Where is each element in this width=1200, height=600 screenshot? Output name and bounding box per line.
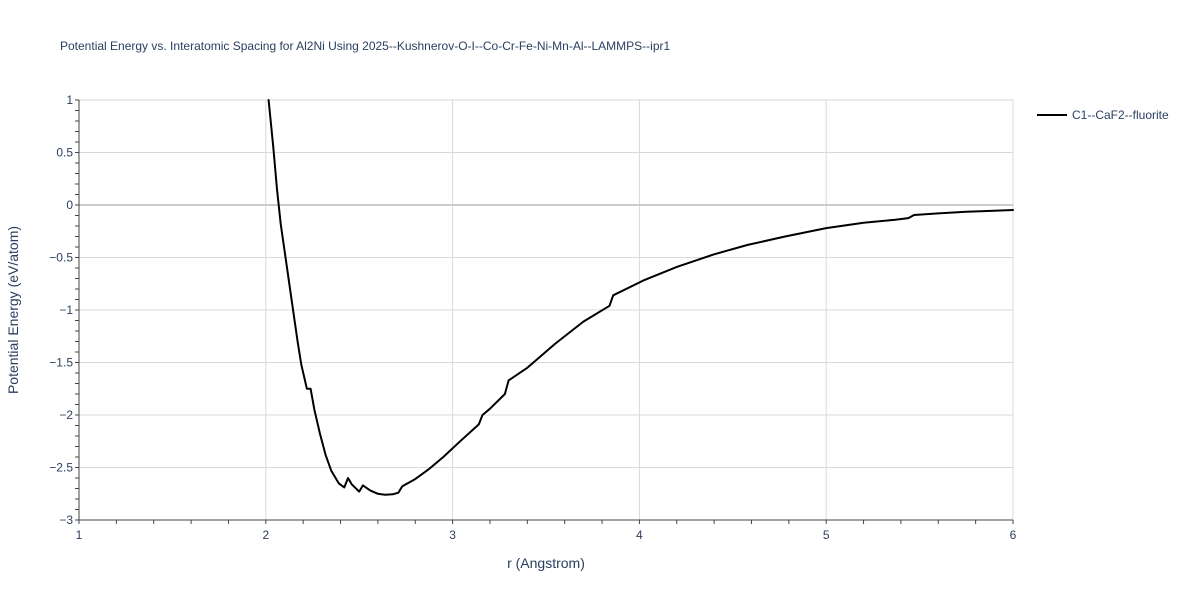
- y-tick-label: −2.5: [49, 461, 73, 475]
- y-tick-label: 1: [66, 93, 73, 107]
- legend-label: C1--CaF2--fluorite: [1072, 108, 1169, 122]
- gridlines: [79, 99, 1014, 520]
- x-tick-label: 6: [1010, 528, 1017, 542]
- x-tick-label: 5: [823, 528, 830, 542]
- chart-title: Potential Energy vs. Interatomic Spacing…: [60, 39, 671, 53]
- y-tick-label: −1.5: [49, 356, 73, 370]
- y-tick-label: −1: [59, 303, 73, 317]
- y-tick-label: 0: [66, 198, 73, 212]
- x-tick-label: 1: [76, 528, 83, 542]
- y-tick-label: 0.5: [56, 146, 73, 160]
- x-tick-label: 3: [449, 528, 456, 542]
- y-tick-label: −2: [59, 408, 73, 422]
- axes: 1 2 3 4 5 6 1 0.5 0 −0.5 −1 −1.5 −2 −2.5 −3: [49, 93, 1016, 542]
- y-tick-label: −0.5: [49, 251, 73, 265]
- series-line: [267, 99, 1014, 496]
- series-layer: [267, 99, 1014, 496]
- x-axis-label: r (Angstrom): [507, 555, 585, 571]
- legend[interactable]: C1--CaF2--fluorite: [1037, 108, 1169, 122]
- x-tick-label: 2: [262, 528, 269, 542]
- y-axis-label: Potential Energy (eV/atom): [5, 226, 21, 394]
- x-tick-label: 4: [636, 528, 643, 542]
- y-tick-label: −3: [59, 513, 73, 527]
